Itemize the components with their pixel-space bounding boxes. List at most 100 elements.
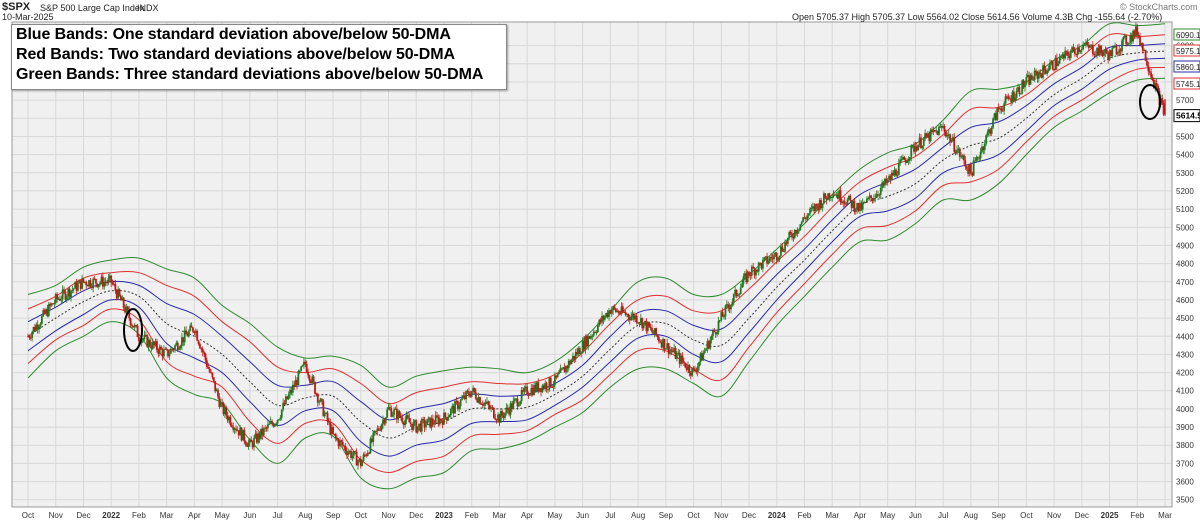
- series-lower-2sd: [27, 66, 1166, 474]
- candle-body: [1032, 79, 1035, 81]
- candle-body: [768, 257, 771, 262]
- candle-body: [221, 402, 224, 404]
- candle-body: [847, 195, 850, 200]
- candle-body: [821, 203, 824, 209]
- candle-body: [1104, 49, 1107, 53]
- candle-body: [556, 374, 559, 378]
- candle-body: [276, 420, 279, 424]
- candle-body: [978, 158, 981, 160]
- candle-body: [201, 348, 204, 353]
- candle-body: [863, 201, 866, 203]
- candle-body: [1044, 70, 1047, 74]
- candle-body: [859, 202, 861, 211]
- candle-body: [603, 316, 606, 320]
- candle-body: [831, 196, 834, 198]
- candle-body: [982, 146, 985, 150]
- candle-body: [1055, 57, 1058, 67]
- candle-body: [558, 372, 560, 375]
- candle-body: [465, 391, 468, 400]
- candle-body: [502, 415, 505, 418]
- candle-body: [72, 288, 75, 290]
- candle-body: [232, 426, 235, 430]
- candle-body: [415, 420, 418, 433]
- candle-body: [326, 412, 329, 422]
- candle-body: [935, 130, 938, 132]
- candle-body: [922, 138, 925, 146]
- candle-body: [592, 331, 595, 336]
- candle-body: [549, 377, 552, 388]
- candle-body: [664, 348, 667, 350]
- candle-body: [572, 355, 574, 361]
- candle-body: [872, 198, 875, 201]
- candle-body: [266, 424, 269, 429]
- candle-body: [426, 418, 429, 425]
- candle-body: [387, 407, 390, 410]
- candle-body: [750, 266, 753, 276]
- candle-body: [196, 330, 199, 341]
- candle-body: [226, 415, 229, 421]
- candle-body: [852, 200, 854, 208]
- candle-body: [508, 410, 511, 415]
- candle-body: [187, 330, 190, 337]
- candle-body: [760, 263, 763, 269]
- candle-body: [616, 310, 619, 312]
- candle-body: [477, 397, 480, 403]
- candle-body: [938, 126, 940, 136]
- candle-body: [290, 389, 293, 393]
- y-tick-label: 3500: [1176, 496, 1194, 505]
- candle-body: [1089, 45, 1092, 48]
- candle-body: [205, 360, 208, 368]
- candle-body: [255, 433, 258, 443]
- candle-body: [1071, 47, 1073, 53]
- x-tick-label: Aug: [631, 511, 645, 520]
- candle-body: [373, 430, 376, 433]
- x-tick-label: Mar: [493, 511, 507, 520]
- x-tick-label: Sep: [991, 511, 1006, 520]
- candle-body: [36, 324, 39, 330]
- candle-body: [429, 417, 432, 428]
- candle-body: [731, 301, 734, 305]
- candle-body: [282, 402, 285, 410]
- candle-body: [551, 387, 554, 389]
- candle-body: [1161, 98, 1164, 104]
- candle-body: [175, 342, 178, 346]
- candle-body: [473, 387, 476, 393]
- candle-body: [610, 310, 613, 314]
- y-tick-label: 5000: [1176, 223, 1194, 232]
- x-tick-label: Jun: [909, 511, 922, 520]
- candle-body: [42, 310, 45, 316]
- candle-body: [90, 286, 93, 289]
- candle-body: [412, 421, 415, 430]
- candle-body: [1093, 54, 1096, 56]
- candle-body: [752, 266, 755, 269]
- candle-body: [336, 437, 339, 440]
- candle-body: [695, 371, 698, 373]
- candle-body: [660, 342, 663, 348]
- candle-body: [595, 332, 598, 334]
- candle-body: [405, 415, 408, 421]
- candle-body: [149, 339, 151, 347]
- candle-body: [520, 390, 523, 402]
- candle-body: [515, 398, 517, 400]
- candle-body: [483, 402, 486, 406]
- candle-body: [131, 325, 133, 327]
- candle-body: [321, 398, 323, 402]
- candle-body: [712, 330, 714, 336]
- candle-body: [443, 412, 445, 425]
- candle-body: [1090, 44, 1093, 46]
- candle-body: [846, 199, 849, 205]
- candle-body: [275, 423, 278, 425]
- candle-body: [749, 275, 752, 277]
- candle-body: [798, 229, 800, 232]
- candle-body: [1019, 93, 1022, 95]
- candle-body: [523, 388, 526, 392]
- y-tick-label: 5700: [1176, 96, 1194, 105]
- candle-body: [527, 394, 530, 396]
- candle-body: [452, 405, 455, 414]
- candle-body: [468, 391, 470, 396]
- candle-body: [161, 349, 164, 357]
- candle-body: [696, 366, 699, 372]
- candle-body: [939, 126, 942, 128]
- candle-body: [393, 409, 395, 415]
- candle-body: [519, 401, 522, 405]
